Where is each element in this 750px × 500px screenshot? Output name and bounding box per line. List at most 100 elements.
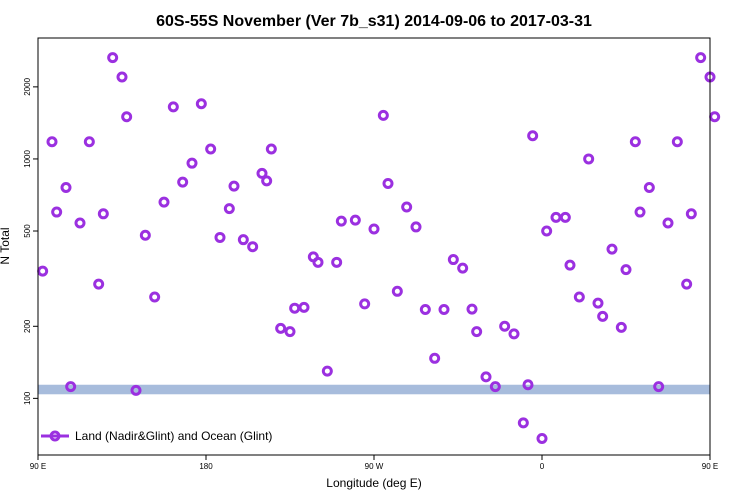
y-tick-label: 1000 — [23, 149, 32, 167]
data-point — [573, 291, 585, 303]
x-tick-label: 90 W — [365, 462, 384, 471]
x-tick-label: 0 — [540, 462, 545, 471]
y-axis-label: N Total — [0, 227, 12, 264]
data-point — [335, 215, 347, 227]
data-point — [536, 432, 548, 444]
data-point — [508, 328, 520, 340]
data-point — [391, 285, 403, 297]
data-point — [37, 265, 49, 277]
data-point — [158, 196, 170, 208]
x-axis-label: Longitude (deg E) — [326, 476, 421, 490]
data-point — [205, 143, 217, 155]
data-point — [401, 201, 413, 213]
x-tick-label: 90 E — [702, 462, 718, 471]
data-point — [564, 259, 576, 271]
data-point — [107, 52, 119, 64]
legend-marker — [49, 430, 61, 442]
data-point — [298, 301, 310, 313]
data-point — [489, 381, 501, 393]
data-point — [653, 381, 665, 393]
data-point — [629, 136, 641, 148]
data-point — [429, 352, 441, 364]
data-point — [331, 256, 343, 268]
y-tick-label: 100 — [23, 391, 32, 405]
data-point — [237, 234, 249, 246]
data-point — [685, 208, 697, 220]
data-point — [186, 157, 198, 169]
data-point — [275, 322, 287, 334]
data-point — [517, 417, 529, 429]
legend-label: Land (Nadir&Glint) and Ocean (Glint) — [75, 429, 272, 443]
data-point — [359, 298, 371, 310]
data-point — [97, 208, 109, 220]
data-point — [709, 111, 721, 123]
data-point — [121, 111, 133, 123]
data-point — [559, 211, 571, 223]
data-point — [284, 326, 296, 338]
data-point — [522, 379, 534, 391]
data-point — [312, 256, 324, 268]
y-tick-label: 200 — [23, 319, 32, 333]
data-point — [368, 223, 380, 235]
data-point — [223, 203, 235, 215]
data-point — [499, 320, 511, 332]
data-point — [541, 225, 553, 237]
data-point — [410, 221, 422, 233]
data-point — [214, 231, 226, 243]
reference-band — [38, 384, 710, 395]
data-point — [615, 321, 627, 333]
data-point — [247, 241, 259, 253]
data-point — [149, 291, 161, 303]
data-point — [662, 217, 674, 229]
x-tick-label: 180 — [199, 462, 213, 471]
data-point — [597, 310, 609, 322]
data-point — [289, 302, 301, 314]
data-point — [606, 243, 618, 255]
data-point — [139, 229, 151, 241]
data-point — [46, 136, 58, 148]
data-point — [83, 136, 95, 148]
y-axis-ticks: 100 200 500 1000 2000 — [23, 77, 38, 405]
data-point — [643, 181, 655, 193]
data-point — [471, 326, 483, 338]
data-point — [130, 384, 142, 396]
y-tick-label: 2000 — [23, 77, 32, 95]
data-point — [620, 264, 632, 276]
data-point — [177, 176, 189, 188]
chart-title: 60S-55S November (Ver 7b_s31) 2014-09-06… — [156, 13, 592, 30]
data-point — [457, 262, 469, 274]
data-point — [438, 304, 450, 316]
data-point — [466, 303, 478, 315]
data-point — [447, 254, 459, 266]
data-point — [195, 98, 207, 110]
data-point — [167, 101, 179, 113]
data-point — [592, 297, 604, 309]
data-point — [261, 175, 273, 187]
data-point — [349, 214, 361, 226]
x-tick-label: 90 E — [30, 462, 46, 471]
data-point — [65, 381, 77, 393]
data-point — [681, 278, 693, 290]
data-point — [74, 217, 86, 229]
data-point — [321, 365, 333, 377]
data-point — [265, 143, 277, 155]
data-point — [480, 371, 492, 383]
points-layer — [37, 52, 721, 444]
data-point — [382, 177, 394, 189]
data-point — [419, 304, 431, 316]
data-point — [256, 167, 268, 179]
data-point — [634, 206, 646, 218]
data-point — [527, 130, 539, 142]
data-point — [583, 153, 595, 165]
x-axis-ticks: 90 E 180 90 W 0 90 E — [30, 455, 718, 471]
data-point — [377, 109, 389, 121]
band-layer — [38, 384, 710, 395]
legend: Land (Nadir&Glint) and Ocean (Glint) — [41, 429, 272, 443]
data-point — [228, 180, 240, 192]
data-point — [51, 206, 63, 218]
data-point — [671, 136, 683, 148]
data-point — [93, 278, 105, 290]
data-point — [550, 211, 562, 223]
y-tick-label: 500 — [23, 224, 32, 238]
